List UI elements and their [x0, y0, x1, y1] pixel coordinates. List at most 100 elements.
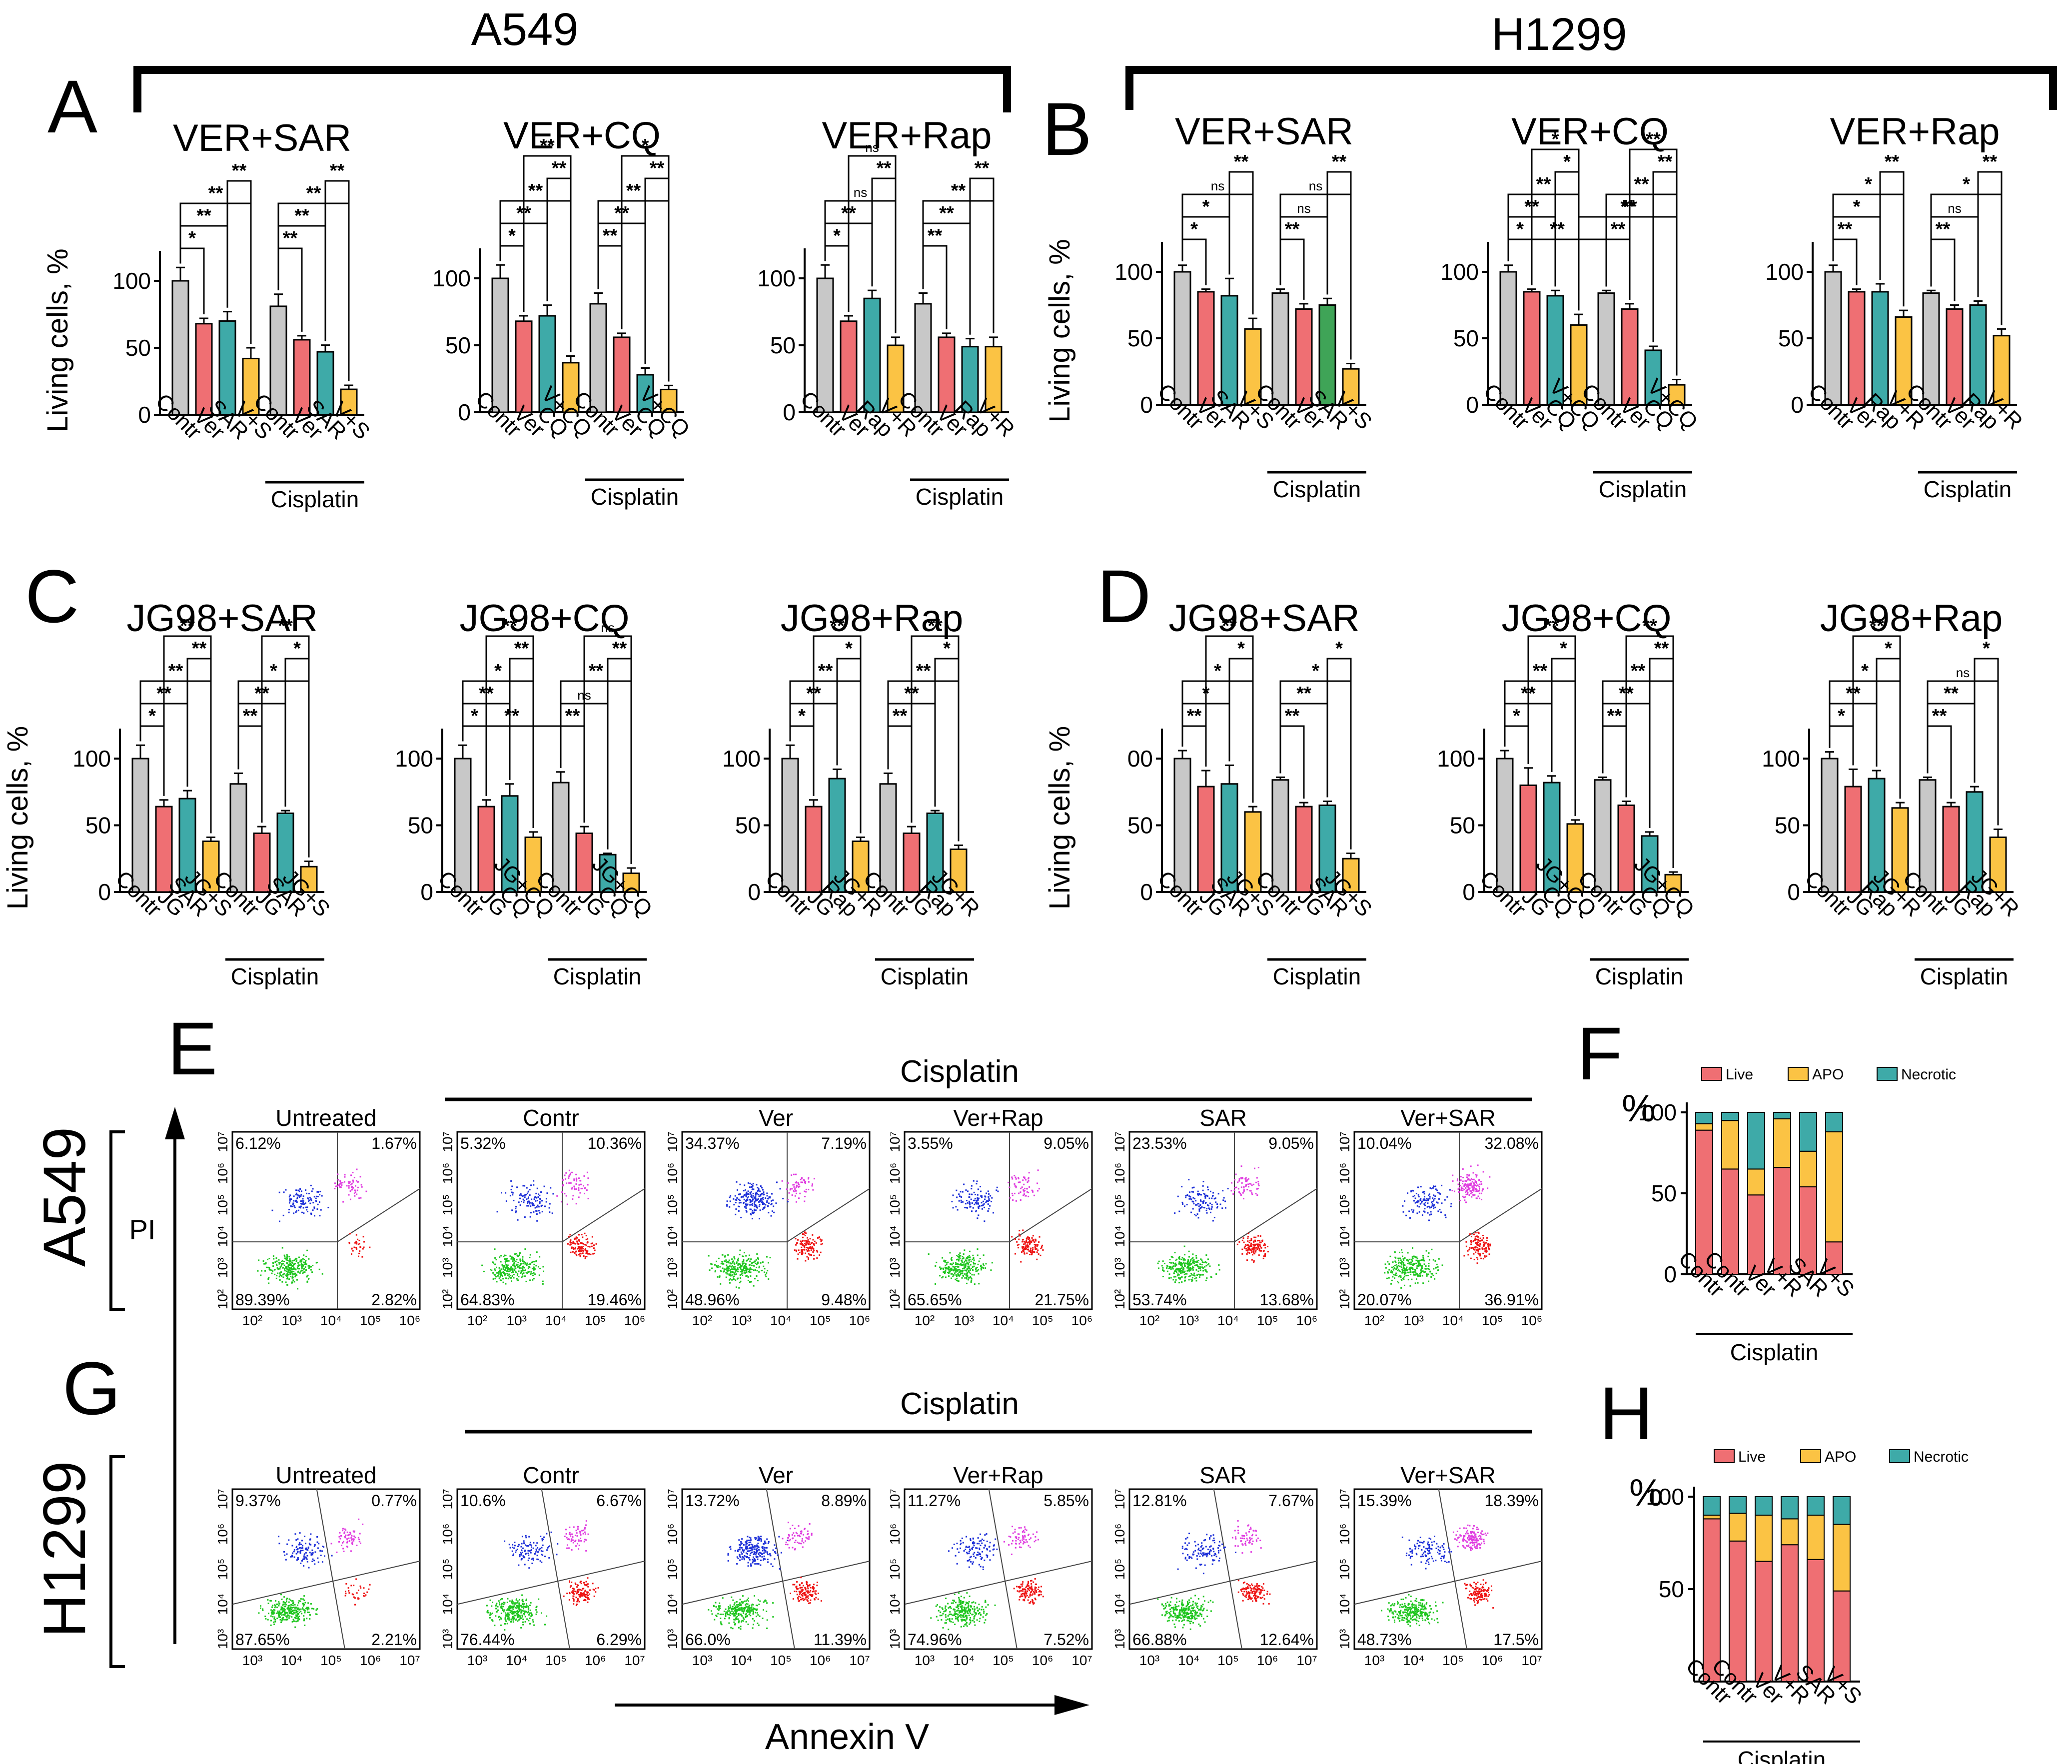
flow-dot — [574, 1248, 576, 1250]
flow-dot — [296, 1267, 298, 1269]
flow-dot — [344, 1531, 346, 1533]
flow-dot — [1244, 1178, 1246, 1180]
flow-dot — [1432, 1259, 1434, 1261]
flow-dot — [313, 1196, 315, 1198]
flow-dot — [288, 1264, 290, 1266]
flow-dot — [1187, 1269, 1189, 1271]
flow-dot — [276, 1260, 278, 1262]
flow-dot — [1416, 1273, 1418, 1275]
flow-dot — [807, 1239, 809, 1241]
flow-dot — [518, 1270, 520, 1272]
flow-dot — [593, 1247, 595, 1249]
flow-dot — [1459, 1180, 1461, 1182]
flow-dot — [1174, 1281, 1176, 1283]
flow-dot — [279, 1611, 281, 1613]
flow-dot — [768, 1212, 770, 1214]
flow-dot — [816, 1250, 818, 1252]
flow-dot — [1429, 1207, 1431, 1209]
flow-dot — [997, 1190, 999, 1192]
flow-dot — [291, 1205, 293, 1207]
quadrant-ll: 48.96% — [685, 1291, 740, 1309]
flow-dot — [1403, 1278, 1405, 1280]
flow-dot — [1030, 1249, 1032, 1251]
bar — [229, 783, 247, 893]
flow-dot — [306, 1561, 308, 1563]
flow-dot — [295, 1621, 297, 1623]
flow-dot — [524, 1275, 526, 1277]
flow-dot — [361, 1186, 363, 1188]
bar — [1969, 304, 1987, 406]
flow-dot — [1484, 1255, 1486, 1257]
flow-dot — [1474, 1184, 1476, 1186]
flow-dot — [299, 1532, 301, 1534]
bar — [985, 346, 1003, 413]
flow-dot — [798, 1249, 800, 1251]
flow-dot — [353, 1585, 355, 1587]
flow-dot — [312, 1558, 314, 1560]
flow-dot — [1011, 1192, 1013, 1194]
bar — [879, 783, 897, 893]
flow-dot — [342, 1530, 344, 1532]
flow-dot — [1474, 1240, 1476, 1242]
flow-dot — [718, 1257, 720, 1259]
flow-dot — [753, 1212, 755, 1214]
flow-dot — [734, 1274, 736, 1276]
flow-dot — [291, 1545, 293, 1547]
flow-dot — [1188, 1264, 1190, 1266]
flow-y-tick: 10⁷ — [1112, 1131, 1127, 1152]
flow-dot — [538, 1598, 540, 1600]
flow-dot — [520, 1609, 522, 1611]
flow-dot — [988, 1208, 990, 1210]
flow-dot — [1198, 1276, 1200, 1278]
flow-dot — [805, 1244, 807, 1246]
flow-dot — [1173, 1276, 1175, 1278]
flow-dot — [1467, 1254, 1469, 1256]
flow-dot — [1206, 1208, 1208, 1210]
flow-dot — [1202, 1181, 1204, 1183]
flow-dot — [1428, 1259, 1430, 1261]
flow-dot — [736, 1262, 738, 1264]
flow-dot — [523, 1603, 525, 1605]
flow-dot — [595, 1243, 597, 1245]
flow-dot — [797, 1239, 799, 1241]
flow-dot — [1398, 1270, 1400, 1272]
flow-dot — [976, 1203, 978, 1205]
flow-dot — [1250, 1238, 1252, 1240]
flow-dot — [1433, 1207, 1435, 1209]
flow-dot — [298, 1608, 300, 1610]
flow-dot — [758, 1189, 760, 1191]
sig-label: * — [642, 135, 649, 156]
flow-dot — [1211, 1204, 1213, 1206]
flow-dot — [500, 1255, 502, 1257]
flow-dot — [337, 1173, 339, 1175]
flow-dot — [290, 1604, 292, 1606]
flow-dot — [760, 1262, 762, 1264]
flow-dot — [941, 1267, 943, 1269]
flow-dot — [1025, 1247, 1027, 1249]
flow-dot — [516, 1259, 518, 1261]
flow-dot — [571, 1246, 573, 1248]
bar — [1566, 823, 1584, 893]
flow-dot — [522, 1269, 524, 1271]
flow-dot — [296, 1546, 298, 1548]
flow-dot — [576, 1178, 578, 1180]
flow-dot — [805, 1242, 807, 1244]
bar — [1197, 291, 1215, 406]
flow-dot — [750, 1213, 752, 1215]
flow-dot — [1472, 1188, 1474, 1190]
flow-dot — [292, 1202, 294, 1204]
flow-dot — [1191, 1258, 1193, 1260]
flow-dot — [355, 1578, 357, 1580]
flow-dot — [793, 1186, 795, 1188]
flow-dot — [751, 1262, 753, 1264]
flow-dot — [284, 1613, 286, 1615]
flow-dot — [293, 1267, 295, 1269]
y-tick-label: 100 — [72, 746, 111, 772]
flow-dot — [574, 1252, 576, 1254]
flow-dot — [1204, 1202, 1206, 1204]
flow-dot — [1207, 1264, 1209, 1266]
flow-dot — [1405, 1214, 1407, 1216]
flow-dot — [283, 1551, 285, 1553]
flow-dot — [973, 1191, 975, 1193]
flow-dot — [500, 1192, 502, 1194]
